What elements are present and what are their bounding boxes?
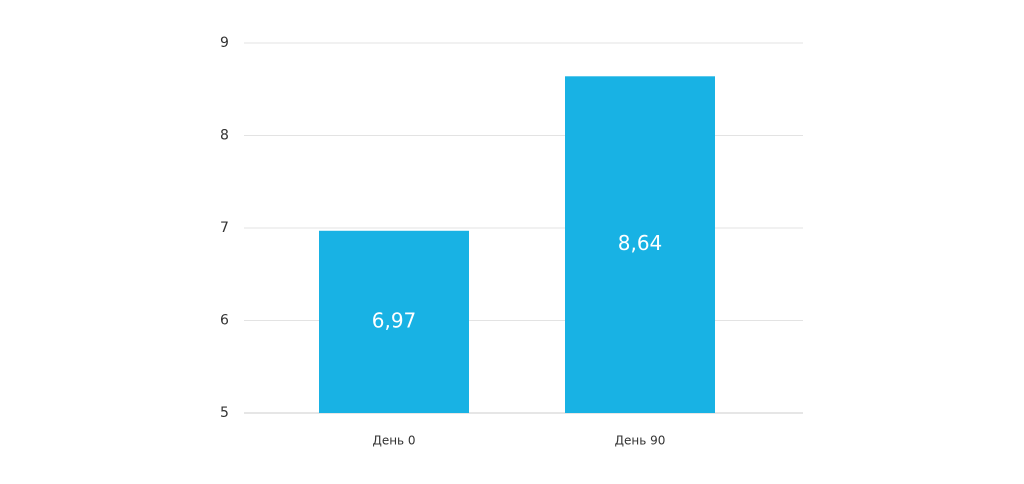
y-tick-label: 5: [220, 405, 229, 421]
y-tick-label: 9: [220, 35, 229, 51]
bar: [565, 76, 715, 414]
value-label: 8,64: [618, 231, 663, 255]
bar: [319, 230, 469, 413]
x-tick-label: День 90: [615, 434, 666, 448]
x-tick-label: День 0: [372, 434, 415, 448]
y-tick-label: 7: [220, 220, 229, 236]
value-label: 6,97: [372, 308, 417, 332]
y-tick-label: 8: [220, 128, 229, 144]
y-tick-label: 6: [220, 313, 229, 329]
